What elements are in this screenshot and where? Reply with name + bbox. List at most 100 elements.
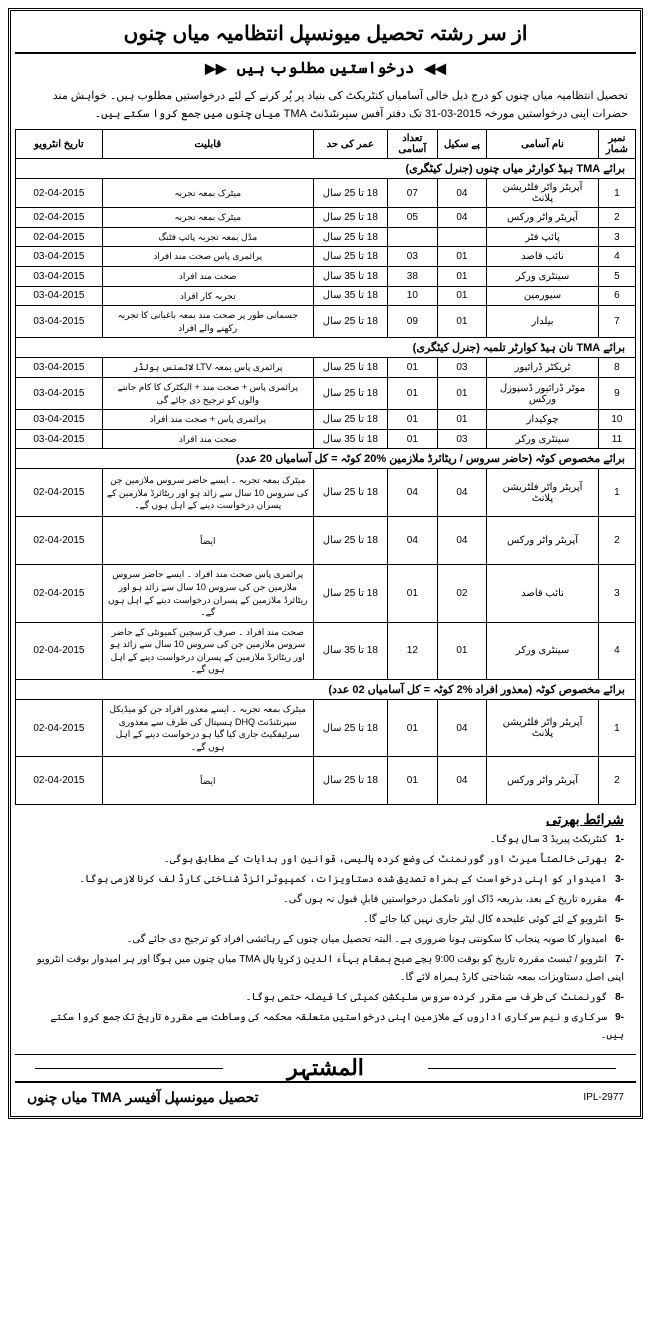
cell-age: 18 تا 25 سال xyxy=(313,247,387,267)
table-row: 10چوکیدار010118 تا 25 سالپرائمری پاس + ص… xyxy=(16,410,636,430)
cell-scale: 04 xyxy=(437,517,487,565)
cell-qual: میٹرک بمعہ تجربہ ۔ ایسے معذور افراد جن ک… xyxy=(102,700,313,757)
cell-scale: 01 xyxy=(437,622,487,679)
term-item: امیدوار کو اپنی درخواست کے ہمراہ تصدیق ش… xyxy=(27,870,624,890)
cell-age: 18 تا 35 سال xyxy=(313,286,387,306)
cell-name: بیلدار xyxy=(487,306,599,338)
cell-scale: 04 xyxy=(437,700,487,757)
table-row: 2آپریٹر واٹر ورکس040118 تا 25 سالایضاً02… xyxy=(16,757,636,805)
cell-date: 03-04-2015 xyxy=(16,358,103,378)
cell-qual: جسمانی طور پر صحت مند بمعہ باغبانی کا تج… xyxy=(102,306,313,338)
cell-name: نائب قاصد xyxy=(487,247,599,267)
cell-scale: 01 xyxy=(437,247,487,267)
cell-count: 01 xyxy=(388,358,438,378)
term-item: امیدوار کا صوبہ پنجاب کا سکونتی ہونا ضرو… xyxy=(27,930,624,950)
section-cell: برائے TMA ہیڈ کوارٹر میاں چنوں (جنرل کیٹ… xyxy=(16,159,636,179)
th-sr: نمبر شمار xyxy=(598,130,635,159)
cell-qual: صحت مند افراد xyxy=(102,429,313,449)
footer-bar: IPL-2977 تحصیل میونسپل آفیسر TMA میاں چن… xyxy=(15,1083,636,1112)
table-row: 7بیلدار010918 تا 25 سالجسمانی طور پر صحت… xyxy=(16,306,636,338)
table-row: 3پائپ فٹر18 تا 25 سالمڈل بمعہ تجربہ پائپ… xyxy=(16,227,636,247)
cell-scale: 04 xyxy=(437,179,487,208)
cell-age: 18 تا 25 سال xyxy=(313,565,387,622)
cell-qual: میٹرک بمعہ تجربہ xyxy=(102,208,313,228)
cell-count: 01 xyxy=(388,410,438,430)
cell-sr: 1 xyxy=(598,700,635,757)
term-item: مقررہ تاریخ کے بعد، بذریعہ ڈاک اور نامکم… xyxy=(27,890,624,910)
cell-scale: 02 xyxy=(437,565,487,622)
cell-sr: 1 xyxy=(598,469,635,517)
cell-age: 18 تا 25 سال xyxy=(313,410,387,430)
decor-left: ◀◀ xyxy=(424,60,446,77)
cell-date: 02-04-2015 xyxy=(16,757,103,805)
cell-count: 07 xyxy=(388,179,438,208)
cell-scale: 04 xyxy=(437,757,487,805)
table-row: 3نائب قاصد020118 تا 25 سالپرائمری پاس صح… xyxy=(16,565,636,622)
th-date: تاریخ انٹرویو xyxy=(16,130,103,159)
table-row: 1آپریٹر واٹر فلٹریشن پلانٹ040118 تا 25 س… xyxy=(16,700,636,757)
table-row: 9موٹر ڈرائیور ڈسپوزل ورکس010118 تا 25 سا… xyxy=(16,377,636,409)
cell-sr: 1 xyxy=(598,179,635,208)
cell-name: آپریٹر واٹر فلٹریشن پلانٹ xyxy=(487,469,599,517)
table-row: 1آپریٹر واٹر فلٹریشن پلانٹ040718 تا 25 س… xyxy=(16,179,636,208)
cell-name: آپریٹر واٹر ورکس xyxy=(487,517,599,565)
term-item: کنٹریکٹ پیریڈ 3 سال ہوگا۔ xyxy=(27,830,624,850)
cell-sr: 2 xyxy=(598,208,635,228)
table-row: 8ٹریکٹر ڈرائیور030118 تا 25 سالپرائمری پ… xyxy=(16,358,636,378)
table-row: 4سینٹری ورکر011218 تا 35 سالصحت مند افرا… xyxy=(16,622,636,679)
subtitle-text: درخواستیں مطلوب ہیں xyxy=(237,58,415,78)
cell-count: 01 xyxy=(388,377,438,409)
cell-qual: پرائمری پاس + صحت مند + الیکٹرک کا کام ج… xyxy=(102,377,313,409)
term-item: انٹرویو / ٹیسٹ مقررہ تاریخ کو بوقت 9:00 … xyxy=(27,950,624,988)
th-scale: پے سکیل xyxy=(437,130,487,159)
term-item: گورنمنٹ کی طرف سے مقرر کردہ سروس سلیکشن … xyxy=(27,988,624,1008)
cell-age: 18 تا 35 سال xyxy=(313,622,387,679)
table-row: 5سینٹری ورکر013818 تا 35 سالصحت مند افرا… xyxy=(16,266,636,286)
cell-count: 03 xyxy=(388,247,438,267)
cell-date: 02-04-2015 xyxy=(16,700,103,757)
cell-sr: 7 xyxy=(598,306,635,338)
cell-sr: 6 xyxy=(598,286,635,306)
cell-count: 04 xyxy=(388,469,438,517)
cell-date: 03-04-2015 xyxy=(16,377,103,409)
table-header-row: نمبر شمار نام آسامی پے سکیل تعداد آسامی … xyxy=(16,130,636,159)
cell-date: 03-04-2015 xyxy=(16,286,103,306)
cell-date: 02-04-2015 xyxy=(16,179,103,208)
table-body: برائے TMA ہیڈ کوارٹر میاں چنوں (جنرل کیٹ… xyxy=(16,159,636,805)
cell-qual: صحت مند افراد xyxy=(102,266,313,286)
term-item: بھرتی خالصتاً میرٹ اور گورنمنٹ کی وضع کر… xyxy=(27,850,624,870)
cell-date: 03-04-2015 xyxy=(16,266,103,286)
decor-right: ▶▶ xyxy=(205,60,227,77)
cell-scale: 04 xyxy=(437,469,487,517)
cell-qual: میٹرک بمعہ تجربہ ۔ ایسے حاضر سروس ملازمی… xyxy=(102,469,313,517)
intro-paragraph: تحصیل انتظامیہ میاں چنوں کو درج ذیل خالی… xyxy=(15,82,636,129)
cell-scale: 03 xyxy=(437,358,487,378)
cell-name: آپریٹر واٹر فلٹریشن پلانٹ xyxy=(487,179,599,208)
cell-name: آپریٹر واٹر ورکس xyxy=(487,757,599,805)
cell-scale xyxy=(437,227,487,247)
cell-scale: 01 xyxy=(437,266,487,286)
cell-age: 18 تا 25 سال xyxy=(313,227,387,247)
cell-scale: 01 xyxy=(437,377,487,409)
cell-date: 02-04-2015 xyxy=(16,469,103,517)
cell-sr: 3 xyxy=(598,227,635,247)
cell-count xyxy=(388,227,438,247)
table-row: 6سیورمین011018 تا 35 سالتجربہ کار افراد0… xyxy=(16,286,636,306)
cell-count: 01 xyxy=(388,757,438,805)
cell-count: 01 xyxy=(388,429,438,449)
th-age: عمر کی حد xyxy=(313,130,387,159)
main-title: از سر رشتہ تحصیل میونسپل انتظامیہ میاں چ… xyxy=(15,15,636,54)
th-name: نام آسامی xyxy=(487,130,599,159)
cell-sr: 2 xyxy=(598,757,635,805)
cell-sr: 2 xyxy=(598,517,635,565)
cell-scale: 01 xyxy=(437,410,487,430)
cell-name: پائپ فٹر xyxy=(487,227,599,247)
cell-count: 12 xyxy=(388,622,438,679)
cell-date: 02-04-2015 xyxy=(16,565,103,622)
cell-age: 18 تا 35 سال xyxy=(313,266,387,286)
cell-qual: پرائمری پاس صحت مند افراد ۔ ایسے حاضر سر… xyxy=(102,565,313,622)
cell-date: 02-04-2015 xyxy=(16,517,103,565)
sig-line-left xyxy=(428,1068,616,1069)
table-row: 1آپریٹر واٹر فلٹریشن پلانٹ040418 تا 25 س… xyxy=(16,469,636,517)
cell-qual: میٹرک بمعہ تجربہ xyxy=(102,179,313,208)
